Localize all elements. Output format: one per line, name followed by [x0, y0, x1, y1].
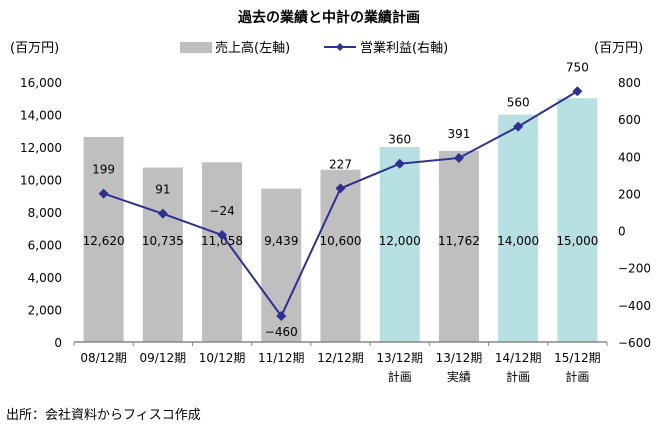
sales-bar: [498, 114, 539, 342]
chart-svg: 過去の業績と中計の業績計画 (百万円) (百万円) 売上高(左軸) 営業利益(右…: [10, 9, 651, 384]
category-label: 計画: [506, 369, 530, 384]
legend-bar-swatch: [180, 42, 212, 53]
sales-value-label: 14,000: [497, 234, 539, 248]
left-tick-label: 0: [54, 336, 62, 350]
category-label: 13/12期: [436, 351, 483, 365]
sales-bar: [202, 162, 243, 342]
left-tick-label: 16,000: [20, 76, 62, 90]
profit-value-label: 560: [507, 96, 530, 110]
profit-marker: [98, 188, 109, 199]
sales-value-label: 12,620: [83, 234, 125, 248]
profit-marker: [572, 86, 583, 97]
profit-value-label: −460: [265, 325, 298, 339]
profit-value-label: 227: [329, 157, 352, 171]
right-tick-label: 600: [618, 113, 641, 127]
profit-marker: [335, 183, 346, 194]
profit-value-label: 91: [155, 183, 170, 197]
left-tick-label: 6,000: [28, 239, 62, 253]
profit-value-label: 750: [566, 60, 589, 74]
right-tick-label: −600: [618, 336, 651, 350]
profit-marker: [217, 230, 228, 241]
category-label: 実績: [447, 369, 471, 384]
category-label: 10/12期: [199, 351, 246, 365]
legend-sales: 売上高(左軸): [215, 40, 290, 56]
sales-bar: [142, 167, 183, 342]
profit-marker: [157, 208, 168, 219]
right-axis-unit: (百万円): [594, 41, 643, 56]
profit-marker: [276, 311, 287, 321]
profit-value-label: 391: [447, 127, 470, 141]
category-label: 14/12期: [495, 351, 542, 365]
sales-value-label: 10,735: [142, 234, 184, 248]
category-label: 計画: [565, 369, 589, 384]
profit-value-label: −24: [209, 204, 234, 218]
profit-value-label: 199: [92, 163, 115, 177]
left-axis-unit: (百万円): [10, 41, 59, 56]
right-tick-label: 400: [618, 150, 641, 164]
sales-bar: [438, 150, 479, 342]
category-label: 12/12期: [317, 351, 364, 365]
sales-value-label: 9,439: [264, 234, 298, 248]
chart-title: 過去の業績と中計の業績計画: [237, 9, 420, 26]
profit-marker: [453, 152, 464, 163]
category-label: 11/12期: [258, 351, 305, 365]
sales-value-label: 11,058: [201, 234, 243, 248]
right-tick-label: −200: [618, 262, 651, 276]
source-note: 出所：会社資料からフィスコ作成: [6, 408, 201, 423]
left-tick-label: 14,000: [20, 109, 62, 123]
category-label: 09/12期: [140, 351, 187, 365]
category-label: 15/12期: [554, 351, 601, 365]
category-label: 計画: [388, 369, 412, 384]
sales-bar: [379, 147, 420, 342]
left-tick-label: 8,000: [28, 206, 62, 220]
sales-value-label: 15,000: [556, 234, 598, 248]
left-tick-label: 4,000: [28, 271, 62, 285]
profit-value-label: 360: [388, 133, 411, 147]
sales-value-label: 11,762: [438, 234, 480, 248]
right-tick-label: 200: [618, 187, 641, 201]
sales-value-label: 12,000: [379, 234, 421, 248]
category-label: 13/12期: [376, 351, 423, 365]
right-tick-label: −400: [618, 299, 651, 313]
sales-bar: [83, 136, 124, 342]
left-tick-label: 2,000: [28, 304, 62, 318]
left-tick-label: 10,000: [20, 174, 62, 188]
sales-value-label: 10,600: [320, 234, 362, 248]
sales-bar: [320, 169, 361, 342]
sales-bar: [557, 98, 598, 342]
profit-marker: [394, 158, 405, 169]
legend-diamond-marker: [336, 43, 344, 51]
profit-marker: [513, 121, 524, 132]
right-tick-label: 0: [618, 225, 626, 239]
right-tick-label: 800: [618, 76, 641, 90]
category-label: 08/12期: [80, 351, 127, 365]
legend-profit: 営業利益(右軸): [360, 40, 448, 56]
left-tick-label: 12,000: [20, 141, 62, 155]
